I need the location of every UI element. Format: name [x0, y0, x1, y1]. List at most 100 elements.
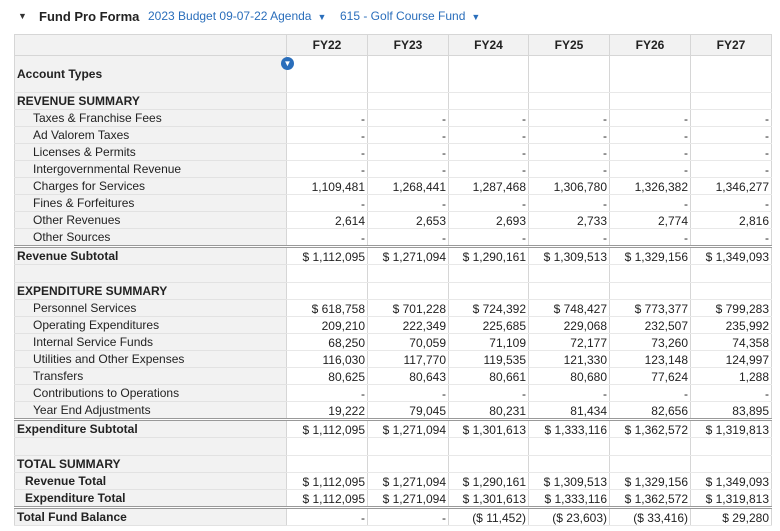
value-cell: $ 1,301,613 [448, 489, 529, 508]
value-cell: - [690, 143, 772, 161]
value-cell: 80,680 [528, 367, 610, 385]
value-cell [528, 282, 610, 300]
value-cell [448, 282, 529, 300]
value-cell [367, 264, 449, 283]
value-cell: - [609, 109, 691, 127]
column-header: FY26 [609, 34, 691, 56]
row-label: Total Fund Balance [14, 506, 287, 526]
header-row: FY22 FY23 FY24 FY25 FY26 FY27 [14, 34, 772, 56]
value-cell [528, 455, 610, 473]
value-cell: 232,507 [609, 316, 691, 334]
value-cell: $ 1,271,094 [367, 245, 449, 265]
value-cell: - [448, 109, 529, 127]
value-cell: - [528, 143, 610, 161]
value-cell: 19,222 [286, 401, 368, 420]
value-cell: - [528, 384, 610, 402]
value-cell: $ 1,112,095 [286, 472, 368, 490]
data-row: Licenses & Permits - - - - - - [14, 143, 772, 161]
pro-forma-table: FY22 FY23 FY24 FY25 FY26 FY27 Account Types RE… [14, 34, 772, 526]
value-cell: 2,653 [367, 211, 449, 229]
spacer-row [14, 437, 772, 456]
data-row: Utilities and Other Expenses 116,030 117,7… [14, 350, 772, 368]
value-cell: 2,693 [448, 211, 529, 229]
row-label: Other Sources [14, 228, 287, 247]
value-cell [448, 55, 529, 93]
value-cell: $ 1,112,095 [286, 245, 368, 265]
value-cell: ($ 23,603) [528, 506, 610, 526]
value-cell: 229,068 [528, 316, 610, 334]
value-cell: $ 1,319,813 [690, 418, 772, 438]
value-cell: 73,260 [609, 333, 691, 351]
value-cell: $ 1,309,513 [528, 245, 610, 265]
value-cell: $ 1,112,095 [286, 489, 368, 508]
value-cell: - [690, 228, 772, 247]
value-cell: - [448, 126, 529, 144]
value-cell: 2,816 [690, 211, 772, 229]
value-cell: - [609, 384, 691, 402]
fund-dropdown[interactable]: 615 - Golf Course Fund ▼ [340, 9, 480, 23]
value-cell [528, 92, 610, 110]
value-cell [286, 437, 368, 456]
data-row: Contributions to Operations - - - - - - [14, 384, 772, 402]
subtotal-row: Revenue Subtotal $ 1,112,095 $ 1,271,094 $ … [14, 245, 772, 265]
sort-icon[interactable]: ▼ [281, 57, 294, 70]
budget-label: 2023 Budget 09-07-22 Agenda [148, 9, 312, 23]
row-label: Fines & Forfeitures [14, 194, 287, 212]
value-cell: 119,535 [448, 350, 529, 368]
subtotal-row: Total Fund Balance - - ($ 11,452) ($ 23,603)… [14, 506, 772, 526]
value-cell: $ 1,290,161 [448, 472, 529, 490]
fund-label: 615 - Golf Course Fund [340, 9, 466, 23]
row-label: Ad Valorem Taxes [14, 126, 287, 144]
data-row: Operating Expenditures 209,210 222,349 225,… [14, 316, 772, 334]
row-label: Expenditure Subtotal [14, 418, 287, 438]
row-label: Charges for Services [14, 177, 287, 195]
data-row: Ad Valorem Taxes - - - - - - [14, 126, 772, 144]
column-header: FY25 [528, 34, 610, 56]
data-row: Taxes & Franchise Fees - - - - - - [14, 109, 772, 127]
value-cell: $ 1,349,093 [690, 245, 772, 265]
row-label: Revenue Total [14, 472, 287, 490]
value-cell: - [286, 384, 368, 402]
value-cell [367, 455, 449, 473]
value-cell: - [286, 506, 368, 526]
value-cell: $ 1,329,156 [609, 245, 691, 265]
collapse-icon[interactable]: ▼ [18, 11, 27, 21]
value-cell: 2,774 [609, 211, 691, 229]
value-cell: 70,059 [367, 333, 449, 351]
row-label: Taxes & Franchise Fees [14, 109, 287, 127]
data-row: Year End Adjustments 19,222 79,045 80,231 81… [14, 401, 772, 420]
value-cell: 71,109 [448, 333, 529, 351]
value-cell: $ 1,349,093 [690, 472, 772, 490]
value-cell [367, 437, 449, 456]
row-label: Internal Service Funds [14, 333, 287, 351]
value-cell: - [367, 228, 449, 247]
value-cell: 121,330 [528, 350, 610, 368]
value-cell: - [286, 109, 368, 127]
value-cell: 72,177 [528, 333, 610, 351]
value-cell: 1,268,441 [367, 177, 449, 195]
label-cell: EXPENDITURE SUMMARY [14, 282, 287, 300]
value-cell: - [286, 160, 368, 178]
account-types-row: Account Types [14, 55, 772, 93]
row-label: Personnel Services [14, 299, 287, 317]
value-cell: 117,770 [367, 350, 449, 368]
value-cell: 83,895 [690, 401, 772, 420]
value-cell: - [448, 194, 529, 212]
value-cell: - [690, 126, 772, 144]
value-cell: - [448, 160, 529, 178]
label-cell: TOTAL SUMMARY [14, 455, 287, 473]
value-cell: $ 1,112,095 [286, 418, 368, 438]
value-cell: - [528, 109, 610, 127]
value-cell: 225,685 [448, 316, 529, 334]
dropdown-caret: ▼ [317, 12, 327, 22]
budget-dropdown[interactable]: 2023 Budget 09-07-22 Agenda ▼ [148, 9, 326, 23]
value-cell: 79,045 [367, 401, 449, 420]
value-cell: 68,250 [286, 333, 368, 351]
value-cell [609, 92, 691, 110]
row-label: Licenses & Permits [14, 143, 287, 161]
data-row: Personnel Services $ 618,758 $ 701,228 $ 72… [14, 299, 772, 317]
value-cell: $ 1,290,161 [448, 245, 529, 265]
value-cell: - [367, 160, 449, 178]
value-cell: $ 799,283 [690, 299, 772, 317]
